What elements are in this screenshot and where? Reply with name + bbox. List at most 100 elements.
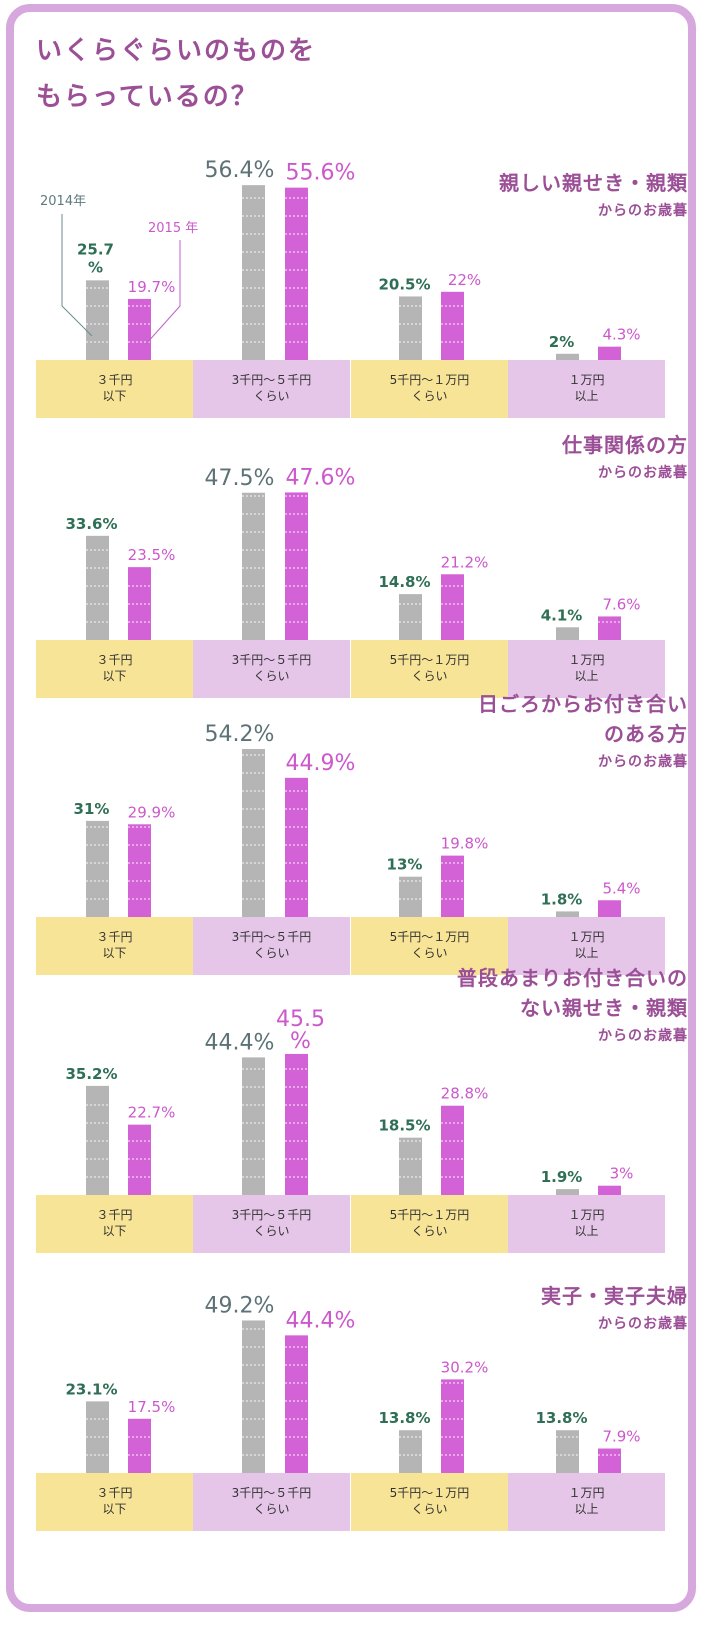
data-label-2015: 23.5% — [128, 546, 176, 564]
data-label-2014: 13% — [387, 856, 423, 874]
data-label-2015: 19.7% — [128, 278, 176, 296]
category-label: 以下 — [102, 946, 126, 960]
bar-2015 — [128, 824, 151, 917]
category-cell — [36, 1473, 193, 1531]
data-label-2014: 13.8% — [535, 1409, 587, 1427]
chart-title: 親しい親せき・親類からのお歳暮 — [499, 168, 688, 222]
data-label-2014: 14.8% — [378, 573, 430, 591]
chart-panel: ３千円 以下 3千円〜５千円 くらい 5千円〜１万円 くらい １万円 以上 33.6% 47.5%… — [0, 420, 726, 698]
category-label: 以上 — [574, 1224, 598, 1238]
category-label: １万円 — [568, 373, 604, 387]
chart-title-line: 親しい親せき・親類 — [499, 171, 688, 195]
category-label: くらい — [411, 946, 447, 960]
data-label-2014: 44.4% — [205, 1030, 275, 1055]
data-label-2015: 19.8% — [441, 835, 489, 853]
category-label: 以下 — [102, 669, 126, 683]
bar-2014 — [86, 535, 109, 640]
bar-2014 — [242, 1320, 265, 1473]
bar-2015 — [598, 616, 621, 640]
category-label: ３千円 — [96, 373, 132, 387]
category-label: 3千円〜５千円 — [232, 1486, 312, 1500]
category-label: １万円 — [568, 930, 604, 944]
category-label: くらい — [253, 389, 289, 403]
bar-2015 — [128, 567, 151, 640]
chart-panel: ３千円 以下 3千円〜５千円 くらい 5千円〜１万円 くらい １万円 以上 23.1% 49.2%… — [0, 1253, 726, 1531]
data-label-2014: % — [88, 258, 103, 276]
category-label: ３千円 — [96, 1208, 132, 1222]
page-title-line-1: いくらぐらいのものを — [36, 36, 317, 66]
data-label-2015: 30.2% — [441, 1358, 489, 1376]
data-label-2015: 22.7% — [128, 1104, 176, 1122]
page-title-line-2: もらっているの？ — [36, 82, 259, 112]
chart-subtitle: からのお歳暮 — [598, 1316, 688, 1332]
category-cell — [36, 640, 193, 698]
data-label-2015: 5.4% — [602, 879, 640, 897]
data-label-2014: 56.4% — [205, 158, 275, 183]
category-label: 以上 — [574, 1502, 598, 1516]
category-label: 以下 — [102, 1502, 126, 1516]
chart-panel: ３千円 以下 3千円〜５千円 くらい 5千円〜１万円 くらい １万円 以上 35.2% 44.4%… — [0, 966, 726, 1253]
category-label: 以上 — [574, 389, 598, 403]
category-label: ３千円 — [96, 653, 132, 667]
data-label-2015: 7.9% — [602, 1428, 640, 1446]
data-label-2015: 7.6% — [602, 595, 640, 613]
bar-2014 — [86, 1401, 109, 1473]
category-cell — [351, 1473, 508, 1531]
category-cell — [193, 917, 350, 975]
bar-2014 — [556, 1430, 579, 1473]
bar-2015 — [128, 1124, 151, 1195]
bar-2014 — [556, 1189, 579, 1195]
data-label-2014: 54.2% — [205, 722, 275, 747]
data-label-2015: 28.8% — [441, 1085, 489, 1103]
category-label: 3千円〜５千円 — [232, 930, 312, 944]
category-label: 5千円〜１万円 — [390, 373, 470, 387]
chart-title: 仕事関係の方 からのお歳暮 — [562, 430, 688, 484]
data-label-2014: 49.2% — [205, 1293, 275, 1318]
bar-2014 — [399, 876, 422, 917]
bar-2014 — [399, 296, 422, 360]
category-label: 5千円〜１万円 — [390, 930, 470, 944]
category-label: くらい — [253, 1502, 289, 1516]
chart-title-line: 実子・実子夫婦 — [541, 1284, 688, 1308]
data-label-2014: 4.1% — [541, 606, 583, 624]
category-cell — [508, 1195, 665, 1253]
chart-subtitle: からのお歳暮 — [598, 465, 688, 481]
category-cell — [193, 360, 350, 418]
data-label-2015: 44.9% — [286, 751, 356, 776]
category-label: 以下 — [102, 389, 126, 403]
bar-2014 — [556, 627, 579, 640]
data-label-2014: 2% — [549, 333, 574, 351]
bar-2015 — [441, 1105, 464, 1195]
bar-2015 — [441, 855, 464, 917]
legend-2015-leader — [145, 240, 181, 345]
bar-2015 — [285, 187, 308, 360]
legend-2014: 2014年 — [40, 194, 86, 209]
category-cell — [193, 640, 350, 698]
data-label-2014: 1.9% — [541, 1168, 583, 1186]
bar-2014 — [86, 280, 109, 360]
chart-title-line: ない親せき・親類 — [520, 996, 688, 1020]
chart-subtitle: からのお歳暮 — [598, 1028, 688, 1044]
data-label-2015: 47.6% — [286, 465, 356, 490]
bar-2015 — [441, 291, 464, 360]
data-label-2015: 22% — [448, 271, 481, 289]
data-label-2015: 17.5% — [128, 1398, 176, 1416]
bar-2015 — [128, 298, 151, 360]
chart-subtitle: からのお歳暮 — [598, 203, 688, 219]
category-label: 5千円〜１万円 — [390, 653, 470, 667]
bar-2014 — [242, 748, 265, 917]
category-cell — [351, 360, 508, 418]
bar-2014 — [399, 1137, 422, 1195]
chart-panel: ３千円 以下 3千円〜５千円 くらい 5千円〜１万円 くらい １万円 以上 25.7% 56.4%… — [0, 140, 726, 418]
category-label: 5千円〜１万円 — [390, 1208, 470, 1222]
data-label-2014: 20.5% — [378, 275, 430, 293]
category-label: 3千円〜５千円 — [232, 1208, 312, 1222]
category-cell — [193, 1473, 350, 1531]
category-label: ３千円 — [96, 930, 132, 944]
category-label: くらい — [411, 389, 447, 403]
chart-title-line: 日ごろからお付き合い — [478, 692, 688, 716]
bar-2015 — [128, 1418, 151, 1473]
